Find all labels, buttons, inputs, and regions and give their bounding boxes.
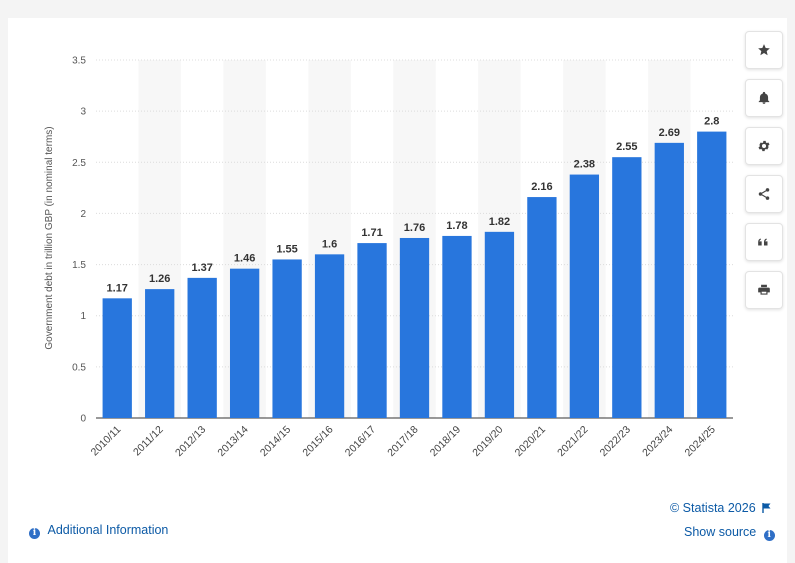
- y-tick-label: 0: [80, 414, 86, 425]
- bar-value-label: 1.46: [234, 253, 255, 265]
- quote-icon: [758, 238, 768, 246]
- printer-icon: [758, 284, 770, 295]
- print-button[interactable]: [745, 271, 783, 309]
- y-tick-label: 2: [80, 209, 86, 220]
- show-source-label: Show source: [684, 525, 757, 539]
- y-axis-title: Government debt in trillion GBP (in nomi…: [44, 126, 55, 349]
- y-tick-label: 1.5: [72, 260, 86, 271]
- x-tick-label: 2020/21: [513, 424, 548, 459]
- bar[interactable]: [527, 197, 557, 418]
- bar[interactable]: [569, 174, 600, 418]
- x-tick-label: 2018/19: [428, 424, 463, 459]
- y-tick-label: 3: [80, 107, 86, 118]
- x-tick-label: 2017/18: [385, 424, 420, 459]
- additional-information-label: Additional Information: [47, 523, 169, 537]
- bar-value-label: 2.16: [531, 181, 552, 193]
- bar-value-label: 1.26: [149, 273, 170, 285]
- info-icon: i: [29, 528, 40, 539]
- cite-button[interactable]: [745, 223, 783, 261]
- share-button[interactable]: [745, 175, 783, 213]
- bar-value-label: 2.69: [659, 127, 680, 139]
- share-icon: [758, 188, 770, 200]
- bar[interactable]: [102, 298, 132, 418]
- bar[interactable]: [484, 231, 515, 418]
- bar[interactable]: [272, 259, 302, 418]
- x-tick-label: 2016/17: [343, 424, 378, 459]
- x-tick-label: 2015/16: [300, 424, 335, 459]
- bar[interactable]: [654, 142, 684, 418]
- bar[interactable]: [442, 235, 472, 418]
- settings-button[interactable]: [745, 127, 783, 165]
- bar-value-label: 2.55: [616, 141, 637, 153]
- bar[interactable]: [357, 243, 387, 418]
- y-tick-label: 1: [80, 311, 86, 322]
- bell-icon: [758, 91, 770, 104]
- bar[interactable]: [187, 277, 217, 418]
- bar-value-label: 1.6: [322, 238, 337, 250]
- copyright-text: © Statista 2026: [670, 501, 756, 515]
- bar-value-label: 1.78: [446, 220, 467, 232]
- favorite-button[interactable]: [745, 31, 783, 69]
- bar[interactable]: [612, 157, 642, 418]
- additional-information-link[interactable]: i Additional Information: [29, 523, 168, 539]
- x-tick-label: 2022/23: [598, 424, 633, 459]
- notification-button[interactable]: [745, 79, 783, 117]
- x-tick-label: 2019/20: [470, 424, 505, 459]
- bar-value-label: 1.71: [361, 227, 382, 239]
- bar-value-label: 1.82: [489, 216, 510, 228]
- x-tick-label: 2024/25: [683, 424, 718, 459]
- bar-value-label: 1.37: [191, 262, 212, 274]
- bar-chart: 1.17 1.26 1.37 1.46 1.55 1.6 1.71 1.76 1.78 1.82 2…: [44, 56, 733, 459]
- bar[interactable]: [314, 254, 345, 418]
- copyright-link[interactable]: © Statista 2026: [670, 501, 772, 515]
- bar-value-label: 1.55: [276, 243, 297, 255]
- bar[interactable]: [399, 237, 430, 418]
- show-source-link[interactable]: Show source i: [684, 525, 775, 541]
- bar-value-label: 2.38: [574, 159, 595, 171]
- bar-value-label: 1.76: [404, 222, 425, 234]
- bar[interactable]: [697, 131, 727, 418]
- gear-icon: [758, 140, 770, 152]
- x-tick-label: 2014/15: [258, 424, 293, 459]
- y-tick-label: 0.5: [72, 362, 86, 373]
- x-tick-label: 2011/12: [131, 424, 166, 459]
- x-tick-label: 2023/24: [640, 424, 675, 459]
- x-tick-label: 2010/11: [89, 424, 124, 459]
- bar-value-label: 2.8: [704, 116, 719, 128]
- flag-icon: [762, 503, 771, 513]
- y-tick-label: 2.5: [72, 158, 86, 169]
- info-icon: i: [763, 530, 775, 541]
- x-tick-label: 2013/14: [215, 424, 250, 459]
- y-tick-label: 3.5: [72, 56, 86, 67]
- bar[interactable]: [145, 289, 175, 418]
- bar[interactable]: [229, 268, 260, 418]
- chart-card: 1.17 1.26 1.37 1.46 1.55 1.6 1.71 1.76 1.78 1.82 2…: [8, 18, 787, 563]
- star-icon: [758, 44, 770, 56]
- x-tick-label: 2021/22: [555, 424, 590, 459]
- x-tick-label: 2012/13: [173, 424, 208, 459]
- bar-value-label: 1.17: [107, 282, 128, 294]
- chart-toolbar: [745, 31, 783, 319]
